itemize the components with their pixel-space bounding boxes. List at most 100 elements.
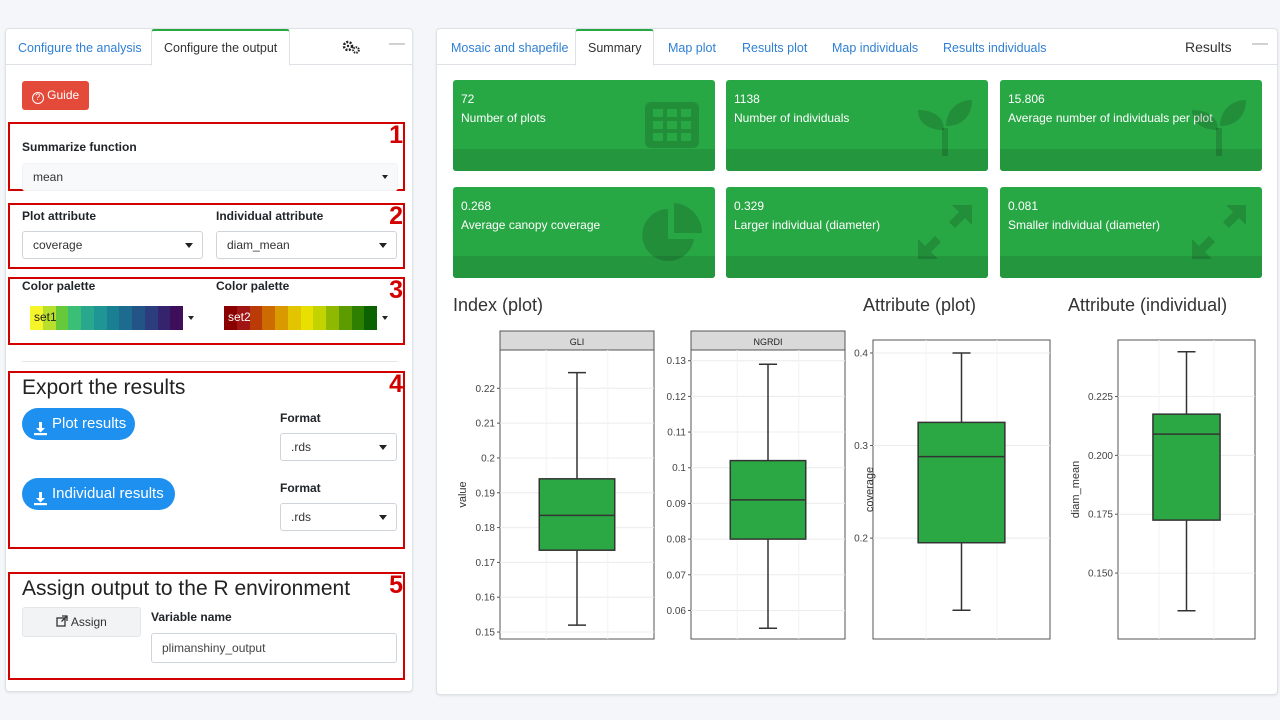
chevron-down-icon (379, 445, 387, 450)
palette-swatch (170, 306, 183, 330)
plot-panel (1117, 339, 1256, 640)
summarize-function-label: Summarize function (22, 140, 137, 154)
y-axis-label: diam_mean (1070, 461, 1082, 518)
value-box-value: 72 (461, 92, 475, 106)
palette-swatch (68, 306, 81, 330)
y-tick-label: 0.12 (667, 392, 687, 403)
question-circle-icon: ? (31, 92, 44, 104)
palette-swatch (262, 306, 275, 330)
tab-results-individuals[interactable]: Results individuals (943, 41, 1047, 55)
y-tick-label: 0.22 (476, 384, 496, 395)
chevron-down-icon (379, 515, 387, 520)
value-box-label: Larger individual (diameter) (734, 218, 881, 232)
export-results-heading: Export the results (22, 376, 186, 399)
box-iqr (1152, 413, 1221, 521)
plot-attribute-select[interactable]: coverage (22, 231, 203, 259)
value-box-footer (726, 149, 988, 171)
tab-map-individuals[interactable]: Map individuals (832, 41, 919, 55)
guide-label: Guide (47, 88, 80, 102)
summarize-function-value: mean (33, 170, 64, 184)
palette-swatch (93, 306, 107, 330)
annotation-box-5: 5 (8, 572, 405, 680)
tab-configure-analysis[interactable]: Configure the analysis (18, 41, 142, 55)
y-tick-label: 0.19 (476, 488, 496, 499)
right-tabbar: Mosaic and shapefile Summary Map plot Re… (437, 29, 1277, 66)
summarize-function-select[interactable]: mean (22, 163, 398, 191)
y-tick-label: 0.4 (854, 348, 868, 359)
color-palette-1-select[interactable]: set1 (22, 305, 200, 331)
plot-format-select[interactable]: .rds (280, 433, 397, 461)
value-box-value: 0.329 (734, 199, 765, 213)
value-box-label: Smaller individual (diameter) (1008, 218, 1161, 232)
value-box-footer (453, 256, 715, 278)
individual-format-select[interactable]: .rds (280, 503, 397, 531)
divider (22, 361, 398, 362)
palette-swatch (119, 306, 132, 330)
plot-panel (872, 339, 1051, 640)
output-config-card: Configure the analysis Configure the out… (5, 28, 413, 692)
assign-output-heading: Assign output to the R environment (22, 577, 351, 600)
collapse-icon[interactable]: — (389, 35, 405, 52)
variable-name-label: Variable name (151, 610, 232, 624)
individual-results-download-button[interactable]: Individual results (22, 478, 175, 510)
plot-panel (690, 349, 846, 640)
value-box-label: Number of individuals (734, 111, 850, 125)
palette-swatch (55, 306, 69, 330)
gears-icon[interactable] (342, 39, 362, 58)
palette-swatch (81, 306, 94, 330)
guide-button[interactable]: ? Guide (22, 81, 89, 110)
value-box-label: Average number of individuals per plot (1008, 111, 1213, 125)
palette-set1-swatch: set1 (30, 306, 183, 330)
tab-configure-output[interactable]: Configure the output (151, 29, 291, 66)
palette-swatch (300, 306, 314, 330)
seedling-icon (1192, 100, 1246, 156)
palette-swatch (236, 306, 250, 330)
plot-attribute-value: coverage (33, 238, 83, 252)
plot-results-label: Plot results (52, 415, 127, 432)
value-box-footer (453, 149, 715, 171)
palette-set1-name: set1 (34, 310, 57, 324)
value-box-value: 1138 (734, 92, 760, 106)
assign-button[interactable]: Assign (22, 607, 141, 637)
results-title: Results (1185, 39, 1232, 55)
tab-results-plot[interactable]: Results plot (742, 41, 808, 55)
value-box-footer (726, 256, 988, 278)
color-palette-2-select[interactable]: set2 (216, 305, 398, 331)
y-tick-label: 0.18 (476, 523, 496, 534)
collapse-icon[interactable]: — (1252, 35, 1268, 52)
y-tick-label: 0.3 (854, 441, 868, 452)
palette-swatch (351, 306, 365, 330)
y-tick-label: 0.200 (1088, 451, 1113, 462)
plot-format-label: Format (280, 411, 321, 425)
y-tick-label: 0.150 (1088, 569, 1113, 580)
chevron-down-icon (185, 243, 193, 248)
tab-map-plot[interactable]: Map plot (668, 41, 716, 55)
chevron-down-icon (379, 243, 387, 248)
palette-swatch (144, 306, 158, 330)
y-tick-label: 0.2 (481, 453, 495, 464)
tab-mosaic-shapefile[interactable]: Mosaic and shapefile (451, 41, 569, 55)
individual-format-label: Format (280, 481, 321, 495)
variable-name-input[interactable] (151, 633, 397, 663)
y-tick-label: 0.225 (1088, 392, 1113, 403)
palette-swatch (106, 306, 120, 330)
plot-results-download-button[interactable]: Plot results (22, 408, 135, 440)
facet-strip (690, 330, 846, 351)
color-palette-1-label: Color palette (22, 279, 96, 293)
grid-icon (645, 102, 699, 148)
box-iqr (729, 459, 807, 540)
palette-swatch (249, 306, 263, 330)
palette-set2-name: set2 (228, 310, 251, 324)
y-tick-label: 0.08 (667, 535, 687, 546)
download-icon (33, 486, 48, 518)
annotation-box-2: 2 (8, 203, 405, 269)
individual-attribute-select[interactable]: diam_mean (216, 231, 397, 259)
annotation-number-5: 5 (389, 571, 403, 599)
tab-summary[interactable]: Summary (575, 29, 655, 66)
palette-swatch (287, 306, 301, 330)
chevron-down-icon (188, 316, 194, 320)
y-axis-label: value (457, 481, 469, 507)
index-plot-title: Index (plot) (453, 295, 544, 315)
value-box-avg-canopy-coverage: 0.268 Average canopy coverage (453, 187, 715, 278)
y-tick-label: 0.2 (854, 534, 868, 545)
